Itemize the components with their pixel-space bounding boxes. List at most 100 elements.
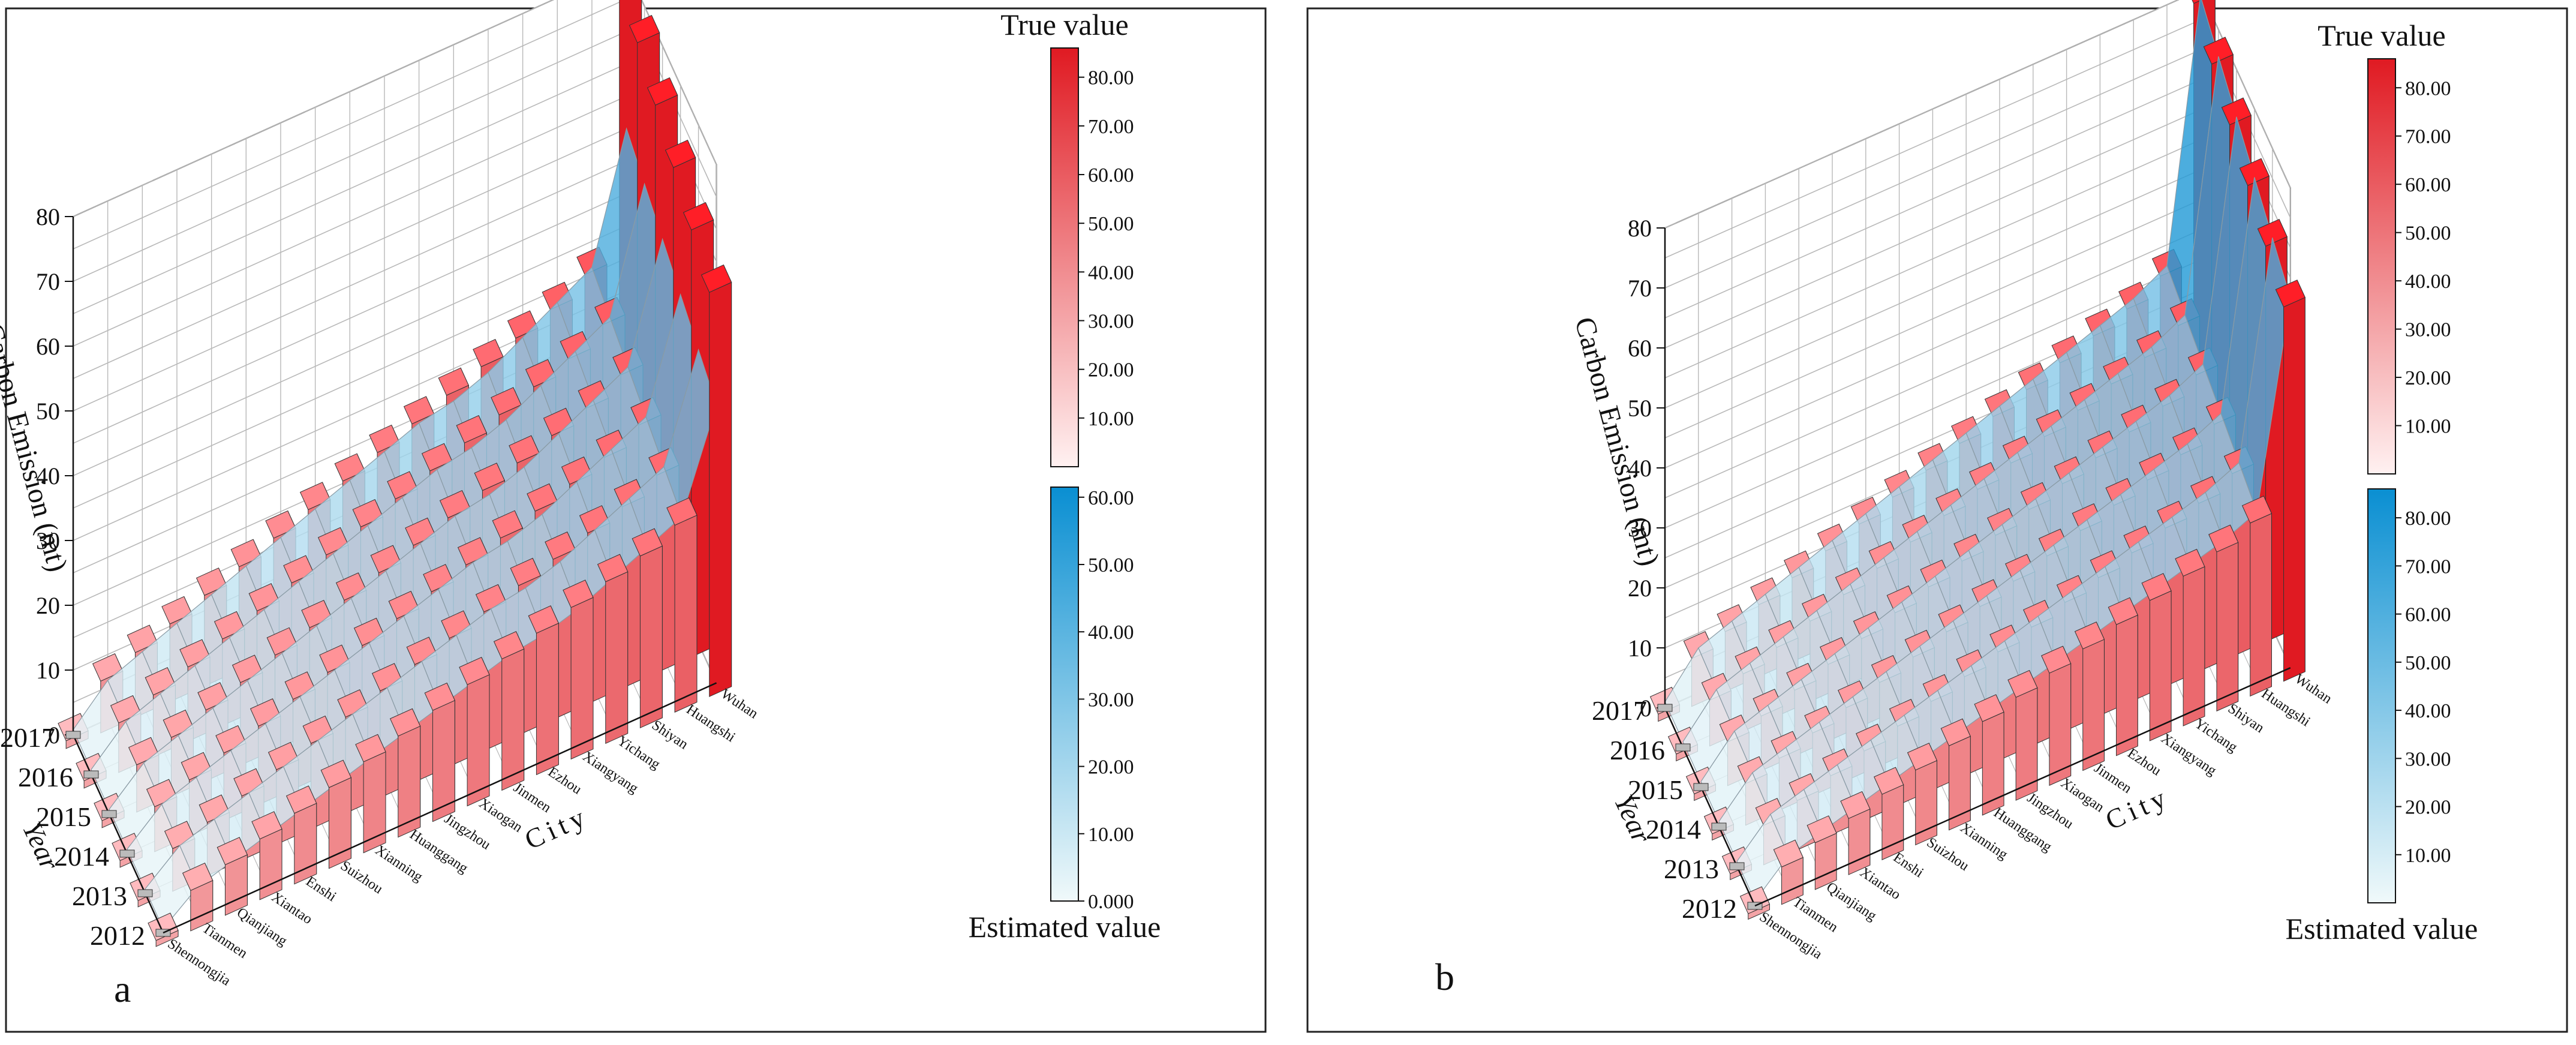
bar-front	[2183, 566, 2205, 726]
legend-true-title: True value	[1000, 8, 1128, 41]
legend-true-tick-label: 50.00	[2405, 223, 2451, 245]
bar-top	[438, 367, 469, 396]
bar-top	[1773, 839, 1803, 867]
true-value-bar	[2241, 496, 2273, 697]
true-value-bar	[597, 554, 629, 744]
legend-true-tick-label: 30.00	[2405, 319, 2451, 341]
bar-top	[2208, 524, 2239, 552]
city-tick-label: Enshi	[303, 873, 339, 905]
bar-top	[217, 837, 248, 866]
city-tick-label: Tianmen	[199, 920, 250, 961]
bar-top	[473, 339, 504, 368]
true-value-bar	[2007, 669, 2038, 801]
bar-top	[527, 483, 558, 512]
z-tick-label: 10	[1628, 635, 1652, 662]
bar-front	[2149, 590, 2172, 741]
city-tick-label: Tianmen	[1790, 894, 1841, 936]
true-value-bar	[1874, 767, 1904, 861]
bar-top	[510, 557, 541, 586]
z-tick-label: 60	[36, 333, 60, 360]
true-value-bar	[459, 656, 490, 807]
city-axis	[163, 682, 717, 934]
bar-front	[709, 281, 732, 697]
city-tick-label: Huangshi	[684, 702, 738, 746]
true-value-bar	[632, 528, 663, 729]
legend-estimated-tick-label: 60.00	[1088, 487, 1134, 509]
legend-estimated-tick-label: 10.00	[1088, 824, 1134, 846]
true-value-bar	[1940, 718, 1971, 831]
bar-front	[570, 597, 594, 760]
true-value-bar	[1806, 815, 1837, 890]
legend-estimated-tick-label: 0.000	[1088, 891, 1134, 913]
bar-top	[545, 531, 576, 560]
true-value-bar	[666, 497, 698, 713]
year-marker	[1675, 743, 1691, 752]
bar-top	[666, 497, 698, 526]
grid-line	[73, 0, 717, 217]
bar-front	[2216, 542, 2239, 712]
legend-estimated-tick-label: 30.00	[2405, 748, 2451, 770]
true-value-bar	[2041, 645, 2072, 786]
grid-line	[1664, 0, 2291, 229]
z-tick-label: 70	[36, 268, 60, 295]
true-value-bar	[389, 708, 421, 838]
bar-top	[2074, 621, 2105, 650]
bar-front	[2283, 297, 2306, 682]
z-tick-label: 40	[36, 463, 60, 490]
year-axis	[72, 734, 164, 933]
legend-estimated-title: Estimated value	[2286, 912, 2478, 945]
true-value-bar	[2074, 621, 2105, 771]
legend-estimated-title: Estimated value	[969, 910, 1161, 944]
legends: True value 10.00 20.00 30.00 40.00 50.00 60.00…	[2286, 19, 2478, 945]
legend-true-colorbar	[1050, 47, 1079, 467]
year-marker	[101, 810, 117, 818]
legend-estimated-tick-label: 20.00	[2405, 797, 2451, 819]
city-tick-label: Wuhan	[718, 686, 761, 722]
city-tick-label: Ezhou	[2124, 746, 2163, 779]
bar-top	[403, 396, 435, 425]
year-marker	[65, 731, 81, 739]
city-tick-label: Shiyan	[649, 717, 691, 753]
bar-front	[328, 777, 351, 869]
legend-true-tick-label: 30.00	[1088, 311, 1134, 333]
legend-estimated-tick-label: 20.00	[1088, 756, 1134, 779]
bar-top	[629, 14, 660, 43]
z-tick-label: 0	[1640, 695, 1652, 722]
city-tick-label: Jingzhou	[441, 811, 494, 853]
bar-top	[491, 387, 522, 416]
bar-top	[492, 510, 523, 539]
bar-front	[536, 623, 559, 776]
bar-front	[639, 545, 663, 729]
city-tick-label: Xiaogan	[2058, 775, 2107, 815]
city-tick-label: Ezhou	[545, 764, 584, 798]
legend-true-tick-label: 10.00	[1088, 408, 1134, 430]
bar-top	[456, 415, 487, 443]
grid-line	[73, 0, 717, 250]
true-value-bar	[148, 912, 179, 947]
z-tick-label: 0	[48, 722, 60, 749]
z-tick-label: 30	[1628, 515, 1652, 542]
city-tick-label: Shiyan	[2225, 701, 2267, 736]
bar-top	[2108, 597, 2138, 625]
legend-true-tick-label: 40.00	[1088, 262, 1134, 284]
true-value-bar	[2208, 524, 2239, 712]
bar-top	[493, 631, 525, 660]
legend-estimated-colorbar	[1050, 487, 1079, 902]
city-axis	[1754, 667, 2291, 907]
chart-content	[58, 0, 732, 947]
true-value-bar	[701, 264, 732, 697]
city-tick-label: Xiantao	[269, 889, 315, 927]
bar-top	[474, 463, 505, 491]
city-tick-label: Wuhan	[2292, 671, 2334, 707]
year-tick-label: 2016	[1610, 735, 1665, 765]
city-tick-label: Suizhou	[1924, 834, 1972, 874]
year-tick-label: 2015	[36, 801, 91, 832]
year-tick-label: 2017	[1592, 695, 1647, 726]
legend-true-tick-label: 10.00	[2405, 416, 2451, 438]
z-tick-label: 80	[1628, 215, 1652, 242]
true-value-bar	[320, 759, 352, 869]
bar-top	[2041, 645, 2072, 674]
bar-top	[1907, 743, 1938, 771]
legend-true-tick-label: 70.00	[1088, 116, 1134, 138]
